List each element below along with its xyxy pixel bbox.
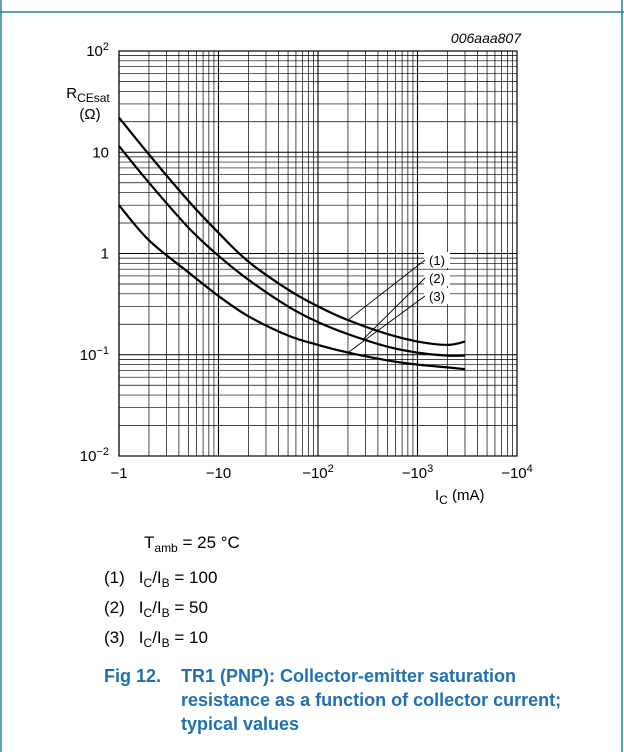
y-tick-label: 10−2 [80, 446, 109, 465]
callout-label-2: (2) [429, 271, 445, 286]
series-line-2 [118, 145, 466, 357]
callouts: (1) (2) (3) [347, 252, 450, 353]
condition-item-1: (1) IC/IB = 100 [104, 568, 218, 590]
callout-leader-3 [347, 295, 426, 353]
x-tick-label: −1 [110, 465, 127, 482]
y-tick-label: 10 [92, 144, 109, 161]
y-tick-label: 10−1 [80, 345, 109, 364]
temperature-condition: Tamb = 25 °C [144, 533, 240, 555]
figure-code: 006aaa807 [451, 30, 522, 46]
series-group [118, 116, 466, 371]
series-line-3 [118, 204, 466, 371]
grid [118, 50, 518, 457]
callout-label-bg [424, 252, 450, 268]
axis-labels: −1 −10 −102 −103 −104 102 10 1 10−1 10−2 006aaa807… [66, 30, 533, 507]
plot-border [118, 50, 518, 457]
figure-number: Fig 12. [104, 666, 162, 686]
condition-item-2: (2) IC/IB = 50 [104, 598, 208, 620]
x-tick-label: −102 [302, 463, 334, 482]
callout-leader-2 [362, 277, 426, 341]
callout-label-3: (3) [429, 289, 445, 304]
y-axis-unit: (Ω) [79, 106, 100, 123]
x-tick-label: −103 [402, 463, 434, 482]
x-tick-label: −104 [501, 463, 533, 482]
callout-leader-1 [347, 259, 426, 321]
y-axis-label: RCEsat [66, 85, 110, 105]
y-tick-label: 102 [86, 41, 109, 60]
caption-line-1: TR1 (PNP): Collector-emitter saturation [181, 666, 517, 686]
x-axis-label: IC (mA) [435, 487, 485, 507]
callout-label-1: (1) [429, 253, 445, 268]
x-tick-label: −10 [206, 465, 231, 482]
callout-label-bg [424, 270, 450, 286]
caption-line-2: resistance as a function of collector cu… [181, 690, 562, 710]
caption-line-3: typical values [181, 714, 300, 734]
series-line-1 [118, 116, 466, 347]
condition-item-3: (3) IC/IB = 10 [104, 628, 208, 650]
callout-label-bg [424, 288, 450, 304]
y-tick-label: 1 [101, 246, 109, 263]
